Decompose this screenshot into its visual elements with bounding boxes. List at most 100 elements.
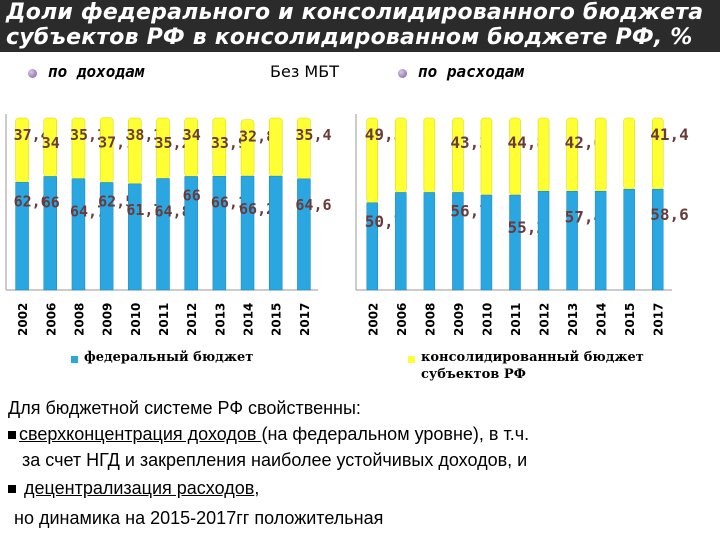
bar-federal [452,192,464,291]
bar-federal [566,191,578,291]
x-tick-label: 2002 [16,303,30,336]
body-item2-underlined: децентрализация расходов [24,478,255,498]
body-intro: Для бюджетной системе РФ свойственны: [8,398,361,418]
legend-regional-swatch [408,356,415,363]
x-tick-label: 2009 [101,303,115,336]
body-item1: сверхконцентрация доходов (на федерально… [8,424,529,445]
x-tick-label: 2014 [595,303,609,336]
x-tick-label: 2006 [44,303,58,336]
bar-federal [71,178,86,291]
bar-federal [623,188,635,291]
bar-federal [297,178,311,291]
body-item1-line2: за счет НГД и закрепления наиболее устой… [22,450,528,470]
bullet-income-icon [28,69,37,78]
bar-federal [480,194,493,291]
bar-federal [15,182,29,291]
x-tick-label: 2008 [72,303,86,336]
bar-federal [240,175,255,291]
data-label-regional: 41,4 [650,125,689,144]
x-tick-label: 2017 [298,303,312,336]
x-tick-label: 2011 [509,303,523,336]
data-label-federal: 50,7 [365,212,404,231]
data-label-federal: 56,7 [450,201,489,220]
x-tick-label: 2008 [423,303,437,336]
x-tick-label: 2017 [652,303,666,336]
bar-federal [395,192,407,291]
bullet-expenses-icon [398,69,407,78]
x-tick-label: 2012 [185,303,199,336]
bar-regional [423,117,436,193]
x-tick-label: 2013 [213,303,227,336]
data-label-federal: 66,2 [239,200,275,218]
x-tick-label: 2009 [452,303,466,336]
subtitle-income: по доходам [48,62,145,81]
x-tick-label: 2015 [623,303,637,336]
data-label-regional: 37,7 [98,134,134,152]
bar-federal [212,176,227,291]
bar-regional [509,117,521,196]
data-label-regional: 32,8 [239,128,275,146]
data-label-regional: 34 [183,126,201,144]
body-conclusion: но динамика на 2015-2017гг положительная [14,508,384,528]
x-tick-label: 2011 [157,303,171,336]
data-label-federal: 64,7 [70,203,106,221]
data-label-regional: 33,9 [211,134,247,152]
bar-regional [623,117,635,190]
data-label-federal: 55,2 [508,218,547,237]
data-label-regional: 42,6 [565,133,604,152]
data-label-regional: 35,2 [155,134,191,152]
bar-federal [128,183,142,291]
bar-regional [395,117,407,193]
data-label-regional: 35,4 [295,126,331,144]
bar-regional [480,117,493,196]
bar-federal [651,188,664,291]
bar-federal [156,178,170,291]
legend-federal-swatch [71,356,78,363]
bar-federal [366,202,379,291]
x-tick-label: 2002 [366,303,380,336]
bar-regional [594,117,607,192]
subtitle-no-mbt: Без МБТ [270,62,339,81]
square-bullet-icon [8,431,16,440]
header-bar [0,0,720,52]
subtitle-expenses: по расходам [418,62,524,81]
data-label-regional: 38,3 [126,126,162,144]
square-bullet-icon [8,485,16,494]
data-label-federal: 64,6 [295,196,331,214]
bar-federal [184,176,198,291]
bar-federal [268,175,283,291]
x-tick-label: 2010 [480,303,494,336]
bar-regional [452,117,464,193]
data-label-federal: 62,5 [98,193,134,211]
data-label-regional: 44,8 [508,133,547,152]
x-tick-label: 2013 [566,303,580,336]
x-tick-label: 2006 [395,303,409,336]
data-label-federal: 58,6 [650,205,689,224]
x-tick-label: 2014 [242,303,256,336]
x-tick-label: 2012 [538,303,552,336]
x-tick-label: 2015 [270,303,284,336]
page-title-line1: Доли федерального и консолидированного б… [6,0,704,25]
data-label-federal: 64,8 [155,203,191,221]
bar-federal [99,182,114,291]
body-item2: децентрализация расходов, [8,478,259,499]
bar-federal [423,192,436,291]
data-label-regional: 43,3 [450,133,489,152]
page-title-line2: субъектов РФ в консолидированном бюджете… [6,25,693,50]
bar-regional [537,117,550,192]
body-item2-rest: , [254,478,260,498]
data-label-federal: 61,7 [126,201,162,219]
bar-federal [594,191,607,291]
data-label-regional: 34 [42,134,60,152]
x-tick-label: 2010 [129,303,143,336]
legend-regional-label-line1: консолидированный бюджет [421,350,644,365]
bar-federal [537,191,550,291]
legend-regional-label-line2: субъектов РФ [421,367,526,382]
data-label-regional: 35,3 [70,126,106,144]
data-label-federal: 66,1 [211,193,247,211]
data-label-federal: 66 [42,193,60,211]
data-label-regional: 49,3 [365,125,404,144]
legend-federal-label: федеральный бюджет [84,350,254,365]
data-label-federal: 66 [183,186,201,204]
